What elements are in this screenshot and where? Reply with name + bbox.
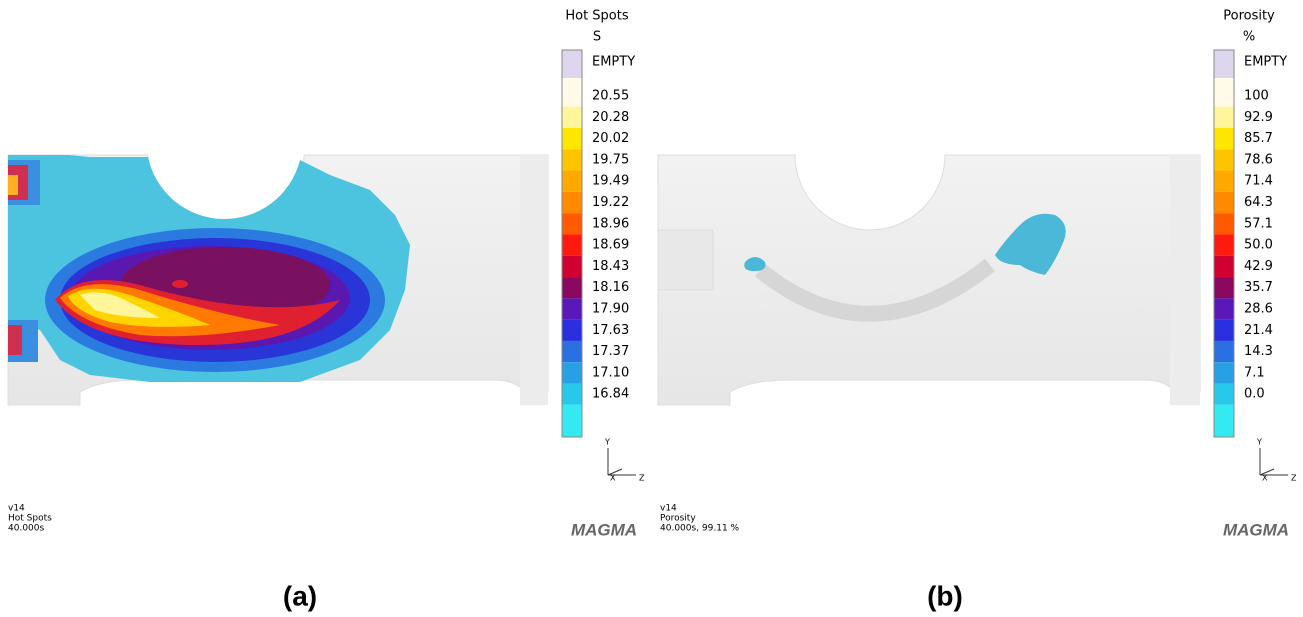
legend-label: 7.1	[1244, 365, 1265, 380]
legend-label: 20.55	[592, 89, 629, 104]
axis-label: Z	[639, 474, 645, 483]
legend-label: 0.0	[1244, 387, 1265, 402]
legend-unit: %	[1243, 30, 1255, 45]
legend-label: 18.43	[592, 259, 629, 274]
page: {"panels": [ {"legend": {"title": "Hot S…	[0, 0, 1303, 617]
legend-label: 100	[1244, 89, 1269, 104]
axis-label: X	[1262, 474, 1268, 483]
legend-swatch	[562, 256, 582, 277]
legend-swatch	[562, 234, 582, 255]
legend-unit: S	[593, 30, 601, 45]
casting-a	[8, 155, 548, 405]
axis-label: Y	[604, 438, 610, 447]
info-line: Porosity	[660, 514, 696, 524]
legend-swatch	[1214, 107, 1234, 128]
legend-label: 17.63	[592, 323, 629, 338]
legend-swatch	[562, 362, 582, 383]
legend-label: 17.37	[592, 344, 629, 359]
legend-swatch	[1214, 128, 1234, 149]
legend-swatch	[1214, 149, 1234, 170]
caption: (a)	[283, 580, 317, 611]
legend-swatch	[1214, 320, 1234, 341]
legend-label: 71.4	[1244, 174, 1273, 189]
legend-label: 19.75	[592, 152, 629, 167]
axis-label: Y	[1256, 438, 1262, 447]
legend-title: Porosity	[1223, 9, 1275, 24]
legend-title: Hot Spots	[565, 9, 629, 24]
caption: (b)	[927, 580, 963, 611]
logo: MAGMA	[571, 520, 637, 539]
axis-label: Z	[1291, 474, 1297, 483]
info-line: 40.000s, 99.11 %	[660, 524, 740, 534]
legend-swatch	[1214, 341, 1234, 362]
legend-label: 19.49	[592, 174, 629, 189]
legend-label: 20.28	[592, 110, 629, 125]
legend-label: 57.1	[1244, 216, 1273, 231]
legend-swatch	[1214, 78, 1234, 107]
legend-swatch	[562, 341, 582, 362]
legend-swatch	[562, 384, 582, 405]
legend-label: 16.84	[592, 387, 629, 402]
legend-swatch	[562, 405, 582, 437]
legend-swatch	[562, 128, 582, 149]
legend-label: 50.0	[1244, 238, 1273, 253]
legend-label: 85.7	[1244, 131, 1273, 146]
legend-label: 20.02	[592, 131, 629, 146]
info-line: v14	[660, 504, 677, 514]
info-line: v14	[8, 504, 25, 514]
legend-swatch	[1214, 384, 1234, 405]
legend-swatch	[1214, 234, 1234, 255]
legend-label: 21.4	[1244, 323, 1273, 338]
legend-swatch	[562, 192, 582, 213]
legend-swatch	[1214, 192, 1234, 213]
legend-swatch	[562, 320, 582, 341]
legend-swatch	[1214, 405, 1234, 437]
legend-swatch	[562, 50, 582, 78]
casting-b	[658, 155, 1200, 405]
legend-label: 19.22	[592, 195, 629, 210]
legend-swatch	[562, 78, 582, 107]
legend-label: 64.3	[1244, 195, 1273, 210]
legend-label: 92.9	[1244, 110, 1273, 125]
legend-label: 28.6	[1244, 302, 1273, 317]
legend-swatch	[1214, 277, 1234, 298]
legend-swatch	[1214, 171, 1234, 192]
legend-label: EMPTY	[1244, 55, 1287, 70]
legend-swatch	[562, 107, 582, 128]
figure: Hot Spots S EMPTY 20.55 20.28 20.02 19.75 19.49…	[0, 0, 1303, 617]
legend-label: 18.96	[592, 216, 629, 231]
legend-label: EMPTY	[592, 55, 635, 70]
legend-label: 35.7	[1244, 280, 1273, 295]
legend-swatch	[562, 213, 582, 234]
legend-label: 17.90	[592, 302, 629, 317]
legend-label: 78.6	[1244, 152, 1273, 167]
info-line: Hot Spots	[8, 514, 52, 524]
legend-swatch	[1214, 213, 1234, 234]
legend-swatch	[562, 149, 582, 170]
body: Hot Spots S EMPTY 20.55 20.28 20.02 19.75 19.49…	[0, 0, 1303, 617]
legend-label: 18.69	[592, 238, 629, 253]
legend-swatch	[1214, 256, 1234, 277]
axis-label: X	[610, 474, 616, 483]
legend-label: 17.10	[592, 365, 629, 380]
legend-swatch	[562, 171, 582, 192]
legend-label: 18.16	[592, 280, 629, 295]
logo: MAGMA	[1223, 520, 1289, 539]
legend-label: 42.9	[1244, 259, 1273, 274]
legend-label: 14.3	[1244, 344, 1273, 359]
legend-swatch	[562, 277, 582, 298]
legend-swatch	[1214, 50, 1234, 78]
legend-swatch	[1214, 298, 1234, 319]
info-line: 40.000s	[8, 524, 44, 534]
legend-swatch	[1214, 362, 1234, 383]
legend-swatch	[562, 298, 582, 319]
